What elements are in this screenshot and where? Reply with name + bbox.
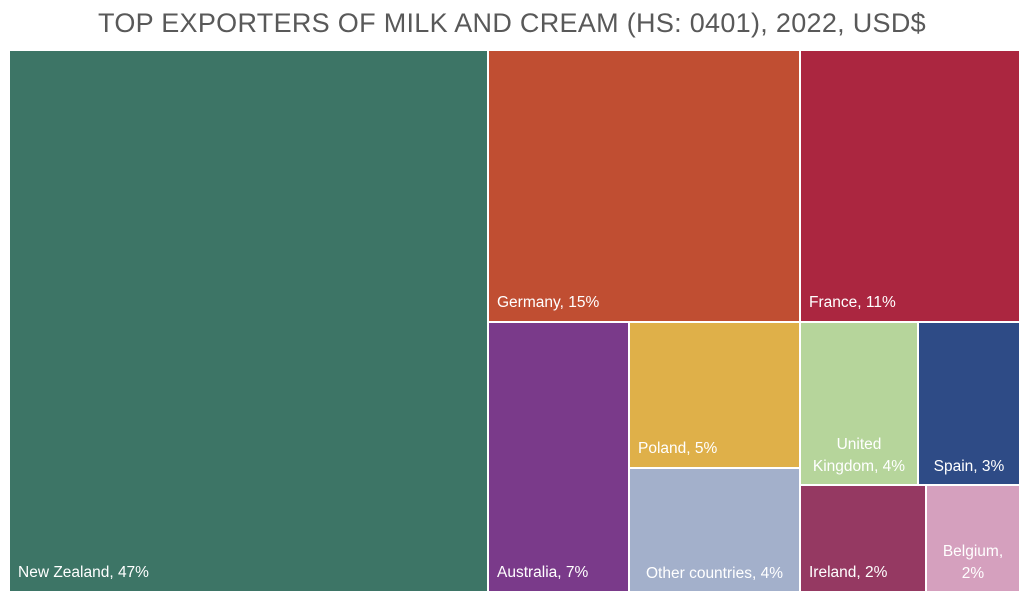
treemap-label-ireland: Ireland, 2% <box>809 564 888 581</box>
treemap-label-united-kingdom: United Kingdom, 4% <box>812 436 906 475</box>
treemap-label-other-countries: Other countries, 4% <box>646 565 783 582</box>
treemap-tile-belgium: Belgium, 2% <box>926 485 1020 592</box>
treemap-tile-other-countries: Other countries, 4% <box>629 468 800 592</box>
treemap-tile-united-kingdom: United Kingdom, 4% <box>800 322 918 485</box>
treemap-label-poland: Poland, 5% <box>638 440 718 457</box>
treemap-tile-germany: Germany, 15% <box>488 50 800 322</box>
treemap-label-new-zealand: New Zealand, 47% <box>18 564 149 581</box>
treemap-label-germany: Germany, 15% <box>497 294 600 311</box>
treemap-tile-new-zealand: New Zealand, 47% <box>9 50 488 592</box>
treemap-tile-poland: Poland, 5% <box>629 322 800 468</box>
chart-title: TOP EXPORTERS OF MILK AND CREAM (HS: 040… <box>98 8 926 38</box>
treemap-label-australia: Australia, 7% <box>497 564 589 581</box>
treemap-label-belgium: Belgium, 2% <box>942 543 1004 582</box>
treemap-tile-france: France, 11% <box>800 50 1020 322</box>
treemap-tile-spain: Spain, 3% <box>918 322 1020 485</box>
treemap-label-spain: Spain, 3% <box>933 458 1005 475</box>
treemap-tile-ireland: Ireland, 2% <box>800 485 926 592</box>
treemap-label-france: France, 11% <box>809 294 896 311</box>
treemap-tile-australia: Australia, 7% <box>488 322 629 592</box>
